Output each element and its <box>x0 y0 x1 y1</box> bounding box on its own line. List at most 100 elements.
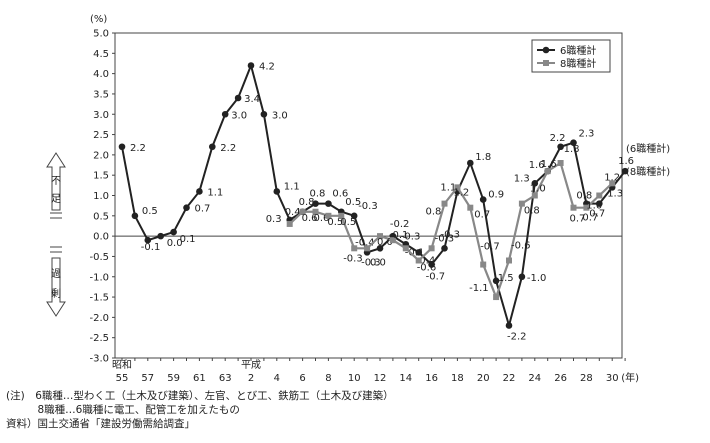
data-label: 0.8 <box>310 189 326 200</box>
data-point <box>570 139 577 146</box>
y-tick-label: 5.0 <box>93 29 109 40</box>
data-label: 3.4 <box>244 94 260 105</box>
data-label: 3.0 <box>231 110 247 121</box>
data-label: 1.6 <box>618 156 634 167</box>
data-label: 0.7 <box>195 204 211 215</box>
data-point <box>492 277 500 285</box>
data-label: -1.0 <box>527 273 547 284</box>
data-label: 0.1 <box>180 234 196 245</box>
data-label: -0.3 <box>361 257 381 268</box>
data-label: -0.6 <box>511 241 531 252</box>
data-label: 4.2 <box>259 62 275 73</box>
y-tick-label: -2.0 <box>89 313 109 324</box>
y-tick-label: 2.0 <box>93 150 109 161</box>
data-label: -0.1 <box>405 247 425 258</box>
data-label: 1.1 <box>207 187 223 198</box>
data-label: 0.8 <box>576 191 592 202</box>
data-label: 2.3 <box>579 129 595 140</box>
y-tick-label: 2.5 <box>93 130 109 141</box>
data-point <box>183 204 190 211</box>
data-label: 3.0 <box>272 110 288 121</box>
data-label: 1.8 <box>564 144 580 155</box>
data-label: 0.8 <box>299 197 315 208</box>
data-point <box>467 204 474 211</box>
data-point <box>364 245 371 252</box>
shortage-label-1: 不 <box>51 176 61 187</box>
note-line-1: (注) 6職種…型わく工（土木及び建築）、左官、とび工、鉄筋工（土木及び建築） <box>6 390 394 402</box>
data-label: 2.2 <box>220 143 236 154</box>
data-point <box>338 212 345 219</box>
data-point <box>350 212 358 220</box>
y-tick-label: -1.0 <box>89 272 109 283</box>
data-label: 0.5 <box>345 197 361 208</box>
data-point <box>441 245 448 252</box>
data-point <box>131 212 139 220</box>
data-point <box>479 196 487 203</box>
x-tick-label: 30 <box>606 373 619 384</box>
data-label: -0.3 <box>441 229 461 240</box>
data-label: 1.8 <box>475 152 491 163</box>
data-label: 0.0 <box>167 238 183 249</box>
x-tick-label: 6 <box>299 373 305 384</box>
y-tick-label: 4.5 <box>93 49 109 60</box>
note-line-2: 8職種…6職種に電工、配管工を加えたもの <box>6 404 240 416</box>
x-tick-label: 8 <box>325 373 331 384</box>
data-label: 0.6 <box>332 189 348 200</box>
y-unit-label: (%) <box>90 14 107 25</box>
data-point <box>480 261 487 268</box>
data-label: -2.2 <box>507 332 527 343</box>
data-point <box>325 200 332 207</box>
data-point <box>376 245 384 252</box>
x-tick-label: 18 <box>451 373 464 384</box>
data-label: -0.2 <box>390 219 410 230</box>
data-label: -0.7 <box>426 272 446 283</box>
data-point <box>247 62 255 69</box>
x-tick-label: 61 <box>193 373 206 384</box>
data-point <box>415 257 422 264</box>
data-point <box>428 261 435 268</box>
data-label: 1.6 <box>541 159 557 170</box>
series-line <box>121 62 626 330</box>
x-tick-label: 14 <box>399 373 412 384</box>
surplus-arrow <box>46 257 66 317</box>
data-label: -0.4 <box>416 255 436 266</box>
data-label: -0.4 <box>355 237 375 248</box>
end-label-8: (8職種計) <box>626 165 670 178</box>
y-tick-label: -0.5 <box>89 252 109 263</box>
legend-label-8: 8職種計 <box>560 57 596 70</box>
data-point <box>299 208 306 215</box>
data-label: 2.2 <box>130 143 146 154</box>
data-point <box>273 188 281 195</box>
legend-label-6: 6職種計 <box>560 44 596 57</box>
x-tick-label: 16 <box>425 373 438 384</box>
data-point <box>428 245 435 252</box>
data-point <box>402 245 409 252</box>
data-label: -0.1 <box>141 242 161 253</box>
data-point <box>196 188 203 195</box>
data-label: 1.2 <box>604 172 620 183</box>
x-tick-label: 4 <box>274 373 280 384</box>
data-label: 0.5 <box>142 206 158 217</box>
y-tick-label: 0.0 <box>93 232 109 243</box>
data-point <box>260 110 268 118</box>
shortage-arrow <box>46 152 66 211</box>
data-label: 1.3 <box>514 173 530 184</box>
data-point <box>557 143 564 151</box>
data-point <box>518 200 525 207</box>
x-axis: 55 57 59 61 63 2 4 6 8 10 12 14 16 18 20 22 24 26 28 30 (年)昭… <box>112 358 639 384</box>
data-label: 0.8 <box>524 206 540 217</box>
data-point <box>157 232 164 240</box>
data-label: -0.3 <box>435 233 455 244</box>
x-tick-label: 2 <box>248 373 254 384</box>
data-label: 0.8 <box>426 207 442 218</box>
series-8職種計: 0.3 0.60.60.50.5-0.3-0.30.0-0.1-0.3-0.6-0… <box>266 144 623 301</box>
x-tick-label: 57 <box>141 373 154 384</box>
line-chart: (%) 5.0 4.5 4.0 3.5 3.0 2.5 2.0 1.5 1.0 0.5 0.0 -0.5… <box>46 14 670 384</box>
y-axis: (%) 5.0 4.5 4.0 3.5 3.0 2.5 2.0 1.5 1.0 0.5 0.0 -0.5… <box>89 14 115 365</box>
x-tick-label: 22 <box>503 373 516 384</box>
era-label-showa: 昭和 <box>112 359 132 371</box>
end-label-6: (6職種計) <box>626 142 670 155</box>
y-tick-label: 3.0 <box>93 110 109 121</box>
data-point <box>312 208 319 215</box>
y-tick-label: -1.5 <box>89 293 109 304</box>
